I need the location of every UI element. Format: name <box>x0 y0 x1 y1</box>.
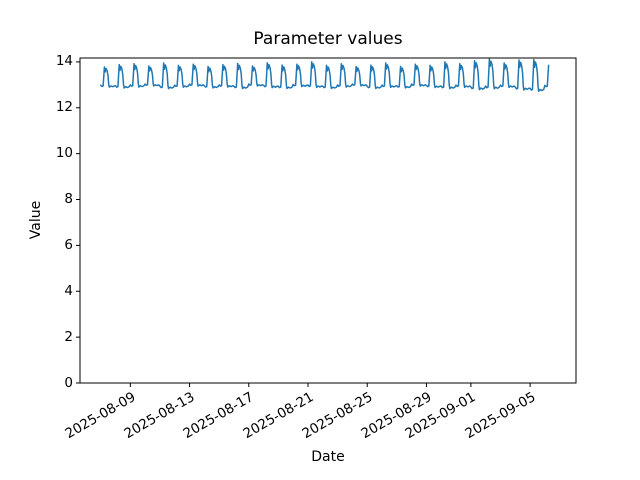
y-tick-label: 10 <box>55 145 73 162</box>
y-tick-label: 6 <box>64 236 73 253</box>
y-tick-label: 14 <box>55 53 73 70</box>
y-tick-label: 0 <box>64 374 73 391</box>
data-line <box>99 58 550 92</box>
axes-frame <box>79 57 577 384</box>
x-axis-label: Date <box>311 449 345 465</box>
chart-title: Parameter values <box>253 29 403 49</box>
y-tick-label: 12 <box>55 99 73 116</box>
y-tick-label: 4 <box>64 282 73 299</box>
y-tick-label: 2 <box>64 328 73 345</box>
y-tick-label: 8 <box>64 191 73 207</box>
